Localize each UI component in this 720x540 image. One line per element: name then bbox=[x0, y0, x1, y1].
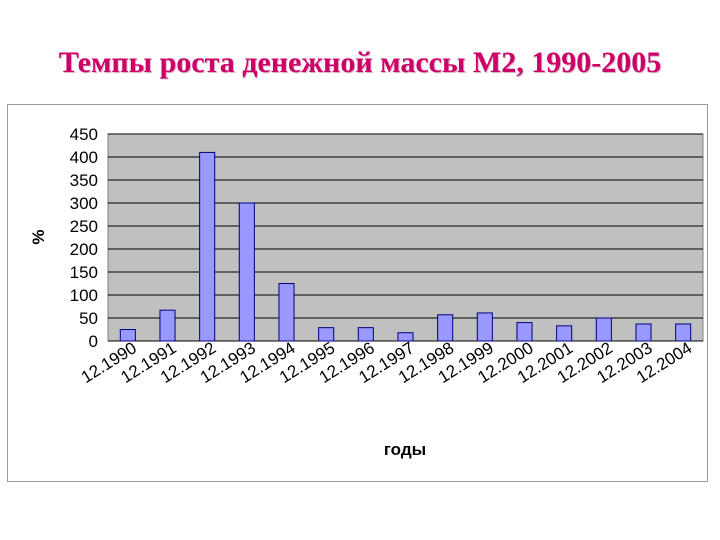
bar bbox=[119, 329, 136, 342]
slide-title: Темпы роста денежной массы М2, 1990-2005 bbox=[58, 46, 662, 79]
bar bbox=[357, 327, 374, 342]
bar bbox=[318, 327, 335, 342]
bar bbox=[199, 151, 216, 342]
bar bbox=[437, 314, 454, 342]
bar bbox=[635, 323, 652, 342]
y-tick-label: 250 bbox=[70, 217, 98, 236]
bar bbox=[397, 332, 414, 342]
y-tick-label: 200 bbox=[70, 240, 98, 259]
bar bbox=[516, 322, 533, 342]
y-tick-label: 350 bbox=[70, 171, 98, 190]
bar bbox=[159, 309, 176, 342]
bar bbox=[556, 325, 573, 342]
y-tick-label: 450 bbox=[70, 125, 98, 144]
plot-area bbox=[107, 133, 704, 342]
y-tick-label: 0 bbox=[89, 332, 98, 351]
bar bbox=[675, 323, 692, 342]
bar bbox=[595, 317, 612, 342]
bar bbox=[238, 202, 255, 342]
y-tick-label: 50 bbox=[79, 309, 98, 328]
bar bbox=[476, 312, 493, 342]
bar bbox=[278, 283, 295, 342]
y-tick-label: 400 bbox=[70, 148, 98, 167]
y-tick-label: 150 bbox=[70, 263, 98, 282]
x-axis-title: годы bbox=[384, 440, 426, 459]
y-tick-label: 100 bbox=[70, 286, 98, 305]
y-tick-label: 300 bbox=[70, 194, 98, 213]
y-axis-title: % bbox=[29, 229, 48, 244]
